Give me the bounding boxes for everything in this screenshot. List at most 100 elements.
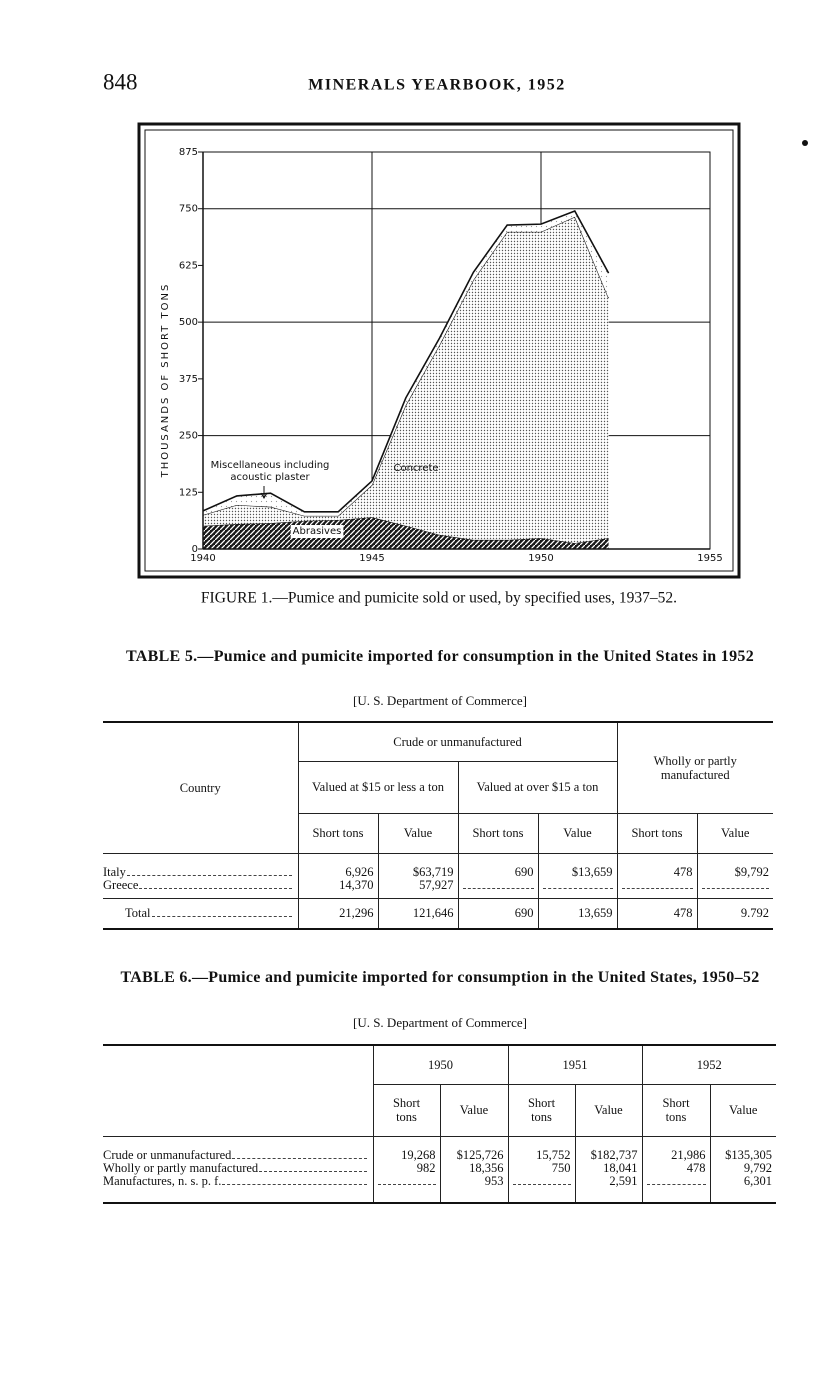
series-label: Miscellaneous including acoustic plaster [210, 460, 330, 483]
header: Valued at $15 or less a ton [297, 761, 458, 814]
dash [701, 880, 769, 889]
y-tick-label: 500 [179, 317, 198, 328]
table-source: [U. S. Department of Commerce] [352, 1015, 527, 1030]
cell-value: $63,719 [412, 864, 454, 879]
frame [137, 122, 741, 579]
cell-value: 18,041 [603, 1160, 638, 1175]
cell: 6,926 [297, 853, 378, 879]
cell: $135,305 [709, 1136, 776, 1162]
label: Wholly or partly manufactured [103, 1160, 259, 1175]
header: Valued at over $15 a ton [457, 761, 617, 814]
dash [646, 1176, 706, 1185]
header: Short tons [641, 1084, 710, 1137]
cell [537, 878, 617, 898]
cell-value: $135,305 [725, 1147, 772, 1162]
cell-value: 478 [673, 905, 693, 920]
cell: 6,301 [709, 1173, 776, 1202]
cell-value: $125,726 [456, 1147, 504, 1162]
header: Short tons [372, 1084, 440, 1137]
dash [377, 1176, 436, 1185]
cell-value: 14,370 [339, 877, 374, 892]
plot-border [202, 151, 711, 550]
row-label: Manufactures, n. s. p. f. [103, 1173, 373, 1202]
area-edge [202, 216, 610, 517]
leader-line: Italy [103, 864, 294, 879]
x-tick-label: 1955 [697, 553, 722, 564]
leader [139, 887, 292, 889]
header-blank [103, 1046, 373, 1137]
row-label: Total [103, 897, 298, 928]
table-title: TABLE 5.—Pumice and pumicite imported fo… [125, 648, 755, 665]
cell-value: $13,659 [571, 864, 613, 879]
header: Value [377, 813, 458, 854]
x-tick-label: 1945 [359, 553, 384, 564]
cell [507, 1174, 575, 1202]
cell-value: $9,792 [734, 864, 769, 879]
row: Crude or unmanufactured 19,268 $125,726 15,… [103, 1136, 776, 1162]
header-row: Country Crude or unmanufactured Wholly or … [103, 723, 773, 854]
header: Value [574, 1084, 642, 1137]
header: 1950 [372, 1046, 508, 1085]
row-label: Wholly or partly manufactured [103, 1160, 373, 1175]
header: Country [103, 723, 298, 854]
cell: 690 [457, 853, 538, 879]
table-source: [U. S. Department of Commerce] [352, 693, 527, 708]
table: Country Crude or unmanufactured Wholly or … [103, 721, 773, 930]
header-row: Short tons Value Short tons Value Short tons… [103, 1084, 776, 1137]
cell-value: 690 [514, 905, 534, 920]
header: Value [709, 1084, 776, 1137]
leader [151, 915, 292, 917]
row: Greece 14,370 57,927 [103, 877, 773, 898]
header: Value [537, 813, 617, 854]
y-tick-label: 375 [179, 374, 198, 385]
cell: 478 [616, 853, 697, 879]
cell-value: 21,296 [339, 905, 374, 920]
total-row: Total 21,296 121,646 690 13,659 478 9.792 [103, 897, 773, 928]
cell: 478 [641, 1161, 710, 1175]
label: Manufactures, n. s. p. f. [103, 1173, 222, 1188]
x-tick-label: 1950 [528, 553, 553, 564]
cell: $63,719 [377, 853, 458, 879]
header: Crude or unmanufactured [297, 723, 617, 762]
y-tick-label: 625 [179, 260, 198, 271]
cell: 121,646 [377, 897, 458, 928]
header: Value [696, 813, 773, 854]
cell: 750 [507, 1160, 575, 1175]
cell: 18,041 [574, 1160, 642, 1175]
series-label: Abrasives [293, 526, 342, 537]
figure: 848 MINERALS YEARBOOK, 1952 THOUSANDS OF… [103, 69, 808, 607]
header: Wholly or partly manufactured [616, 723, 773, 814]
cell-value: 18,356 [469, 1160, 504, 1175]
cell: $13,659 [537, 853, 617, 879]
header: Short tons [297, 813, 378, 854]
dash [512, 1176, 571, 1185]
cell-value: 690 [514, 864, 534, 879]
y-tick-label: 0 [192, 544, 198, 555]
series-label-box: Miscellaneous including acoustic plaster [210, 460, 330, 483]
row: Wholly or partly manufactured 982 18,356 75… [103, 1160, 776, 1175]
cell [372, 1174, 440, 1202]
cell-value: 750 [551, 1160, 571, 1175]
table-body: 1950 1951 1952 Short tons Value Short tons Val… [103, 1046, 776, 1202]
cell: 21,296 [297, 897, 378, 928]
label: Total [125, 905, 151, 920]
x-tick-label: 1940 [190, 553, 215, 564]
cell-value: 982 [416, 1160, 436, 1175]
y-axis-label: THOUSANDS OF SHORT TONS [160, 283, 171, 479]
header: 1951 [507, 1046, 642, 1085]
table-title: TABLE 6.—Pumice and pumicite imported fo… [120, 969, 760, 986]
leader [232, 1157, 367, 1159]
cell: 14,370 [297, 877, 378, 898]
header: Value [439, 1084, 508, 1137]
cell-value: 478 [673, 864, 693, 879]
row-label: Crude or unmanufactured [103, 1136, 373, 1162]
label: Italy [103, 864, 126, 879]
leader-line: Total [103, 905, 294, 920]
cell-value: 6,301 [743, 1173, 772, 1188]
frame [144, 129, 734, 572]
figure-caption: FIGURE 1.—Pumice and pumicite sold or us… [201, 590, 677, 607]
leader-line: Crude or unmanufactured [103, 1148, 369, 1162]
cell-value: 9,792 [743, 1160, 772, 1175]
cell-value: 121,646 [412, 905, 454, 920]
